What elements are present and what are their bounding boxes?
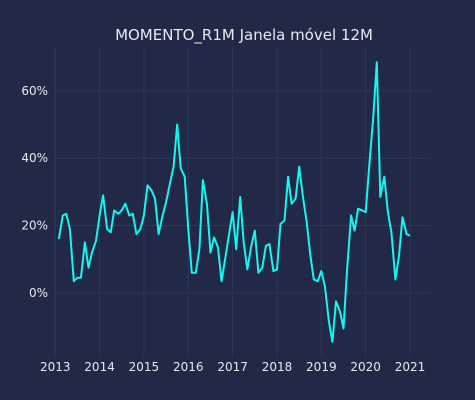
x-tick-label: 2014 (84, 360, 115, 374)
x-tick-label: 2018 (262, 360, 293, 374)
y-tick-label: 20% (21, 219, 48, 233)
x-tick-label: 2017 (217, 360, 248, 374)
x-tick-label: 2020 (350, 360, 381, 374)
y-tick-label: 40% (21, 151, 48, 165)
x-tick-label: 2016 (173, 360, 204, 374)
y-tick-label: 60% (21, 84, 48, 98)
x-tick-label: 2015 (129, 360, 160, 374)
x-tick-label: 2019 (306, 360, 337, 374)
x-tick-label: 2021 (395, 360, 426, 374)
y-tick-label: 0% (29, 286, 48, 300)
x-tick-label: 2013 (40, 360, 71, 374)
chart-title: MOMENTO_R1M Janela móvel 12M (115, 26, 373, 45)
